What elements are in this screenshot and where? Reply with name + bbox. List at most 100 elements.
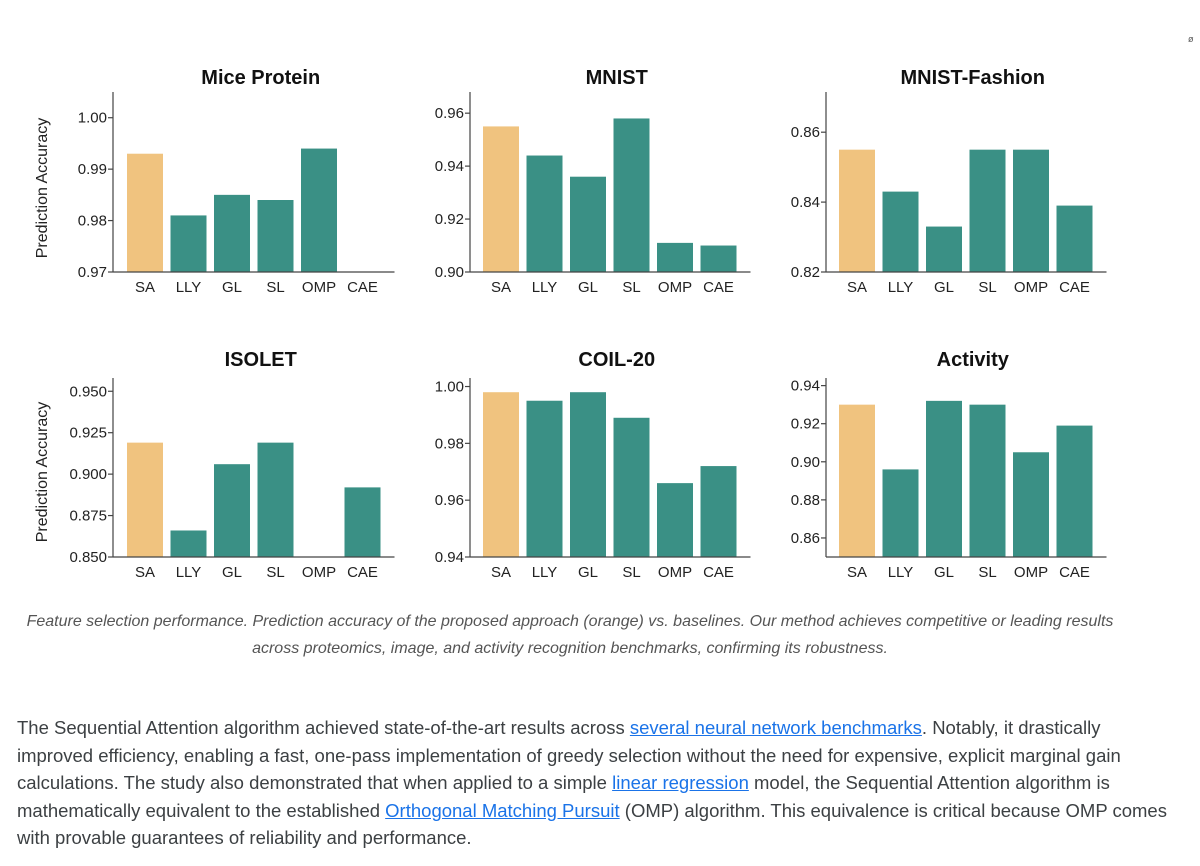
x-tick-label: GL [578,564,598,581]
link-orthogonal-matching-pursuit[interactable]: Orthogonal Matching Pursuit [385,799,620,821]
x-tick-label: SA [135,279,155,296]
bar-sl [969,149,1006,272]
x-tick-label: LLY [176,279,202,296]
x-tick-label: GL [934,564,954,581]
y-tick-label: 0.92 [791,416,820,433]
link-linear-regression[interactable]: linear regression [612,772,749,793]
x-tick-label: LLY [888,279,914,296]
y-tick-label: 0.90 [791,454,820,471]
x-tick-label: GL [222,279,242,296]
x-tick-label: SL [622,564,640,581]
x-tick-label: GL [222,564,242,581]
y-tick-label: 0.850 [69,549,107,566]
x-tick-label: SA [491,564,511,581]
x-tick-label: SA [135,564,155,581]
chart-title: ISOLET [225,349,297,371]
bar-omp [657,242,693,272]
bar-cae [1056,425,1093,557]
y-tick-label: 0.98 [78,213,107,230]
y-tick-label: 0.96 [435,105,464,122]
y-tick-label: 0.98 [435,435,464,452]
bar-sl [613,118,650,273]
x-tick-label: OMP [658,279,692,296]
x-tick-label: SL [266,279,284,296]
x-tick-label: CAE [1059,564,1090,581]
x-tick-label: LLY [532,279,558,296]
chart-title: MNIST [586,67,648,89]
body-text-2: . Notably, it drastically improved effic… [17,717,1121,793]
bar-gl [570,392,606,557]
bar-lly [882,191,919,272]
x-tick-label: OMP [302,279,336,296]
x-tick-label: OMP [302,564,336,581]
bar-sa [483,392,519,557]
bar-sa [839,149,875,272]
y-tick-label: 0.900 [69,466,107,483]
x-tick-label: OMP [1014,564,1048,581]
bar-omp [657,483,693,557]
y-tick-label: 1.00 [78,110,107,127]
bar-omp [1013,452,1049,557]
y-tick-label: 0.925 [69,425,107,442]
bar-cae [344,487,381,557]
x-tick-label: SL [978,279,996,296]
chart-mice-protein: Mice Protein Prediction Accuracy 0.97 0.98 0… [34,67,395,296]
x-tick-label: OMP [1014,279,1048,296]
chart-activity: Activity 0.86 0.88 0.90 0.92 0.94 SA LLY GL SL OMP… [791,349,1107,581]
link-neural-network-benchmarks[interactable]: several neural network benchmarks [629,717,922,738]
bar-sl [257,442,294,557]
y-tick-label: 0.86 [791,530,820,547]
bar-lly [170,215,207,272]
x-tick-label: CAE [1059,279,1090,296]
chart-title: Activity [937,349,1010,371]
bar-lly [526,400,563,557]
bar-omp [301,148,337,272]
figure-caption: Feature selection performance. Predictio… [26,613,1114,657]
x-tick-label: OMP [658,564,692,581]
x-tick-label: GL [578,279,598,296]
corner-glyph: ø [1188,34,1194,44]
bar-cae [1056,205,1093,272]
bar-gl [214,194,250,272]
charts-figure: Mice Protein Prediction Accuracy 0.97 0.98 0… [34,67,1107,581]
body-text-4: (OMP) algorithm. This equivalence is cri… [17,799,1167,849]
body-paragraph: The Sequential Attention algorithm achie… [17,714,1177,852]
y-tick-label: 0.88 [791,492,820,509]
y-tick-label: 0.94 [435,158,464,175]
y-axis-label: Prediction Accuracy [34,118,51,259]
y-tick-label: 0.99 [78,161,107,178]
bar-gl [570,176,606,272]
x-tick-label: SL [978,564,996,581]
bar-sa [839,404,875,557]
bar-lly [170,530,207,557]
y-tick-label: 0.875 [69,508,107,525]
y-tick-label: 0.96 [435,492,464,509]
y-tick-label: 0.86 [791,124,820,141]
bar-sl [613,417,650,557]
chart-mnist: MNIST 0.90 0.92 0.94 0.96 SA LLY GL SL OMP CAE [435,67,751,296]
y-tick-label: 0.90 [435,264,464,281]
x-tick-label: CAE [703,564,734,581]
y-tick-label: 0.82 [791,264,820,281]
y-axis-label: Prediction Accuracy [34,402,51,543]
x-tick-label: SA [847,564,867,581]
bar-sl [257,200,294,272]
bar-gl [926,226,962,272]
bar-omp [1013,149,1049,272]
bar-sa [127,153,163,272]
x-tick-label: SL [266,564,284,581]
bar-lly [526,155,563,272]
bar-gl [926,400,962,557]
bar-gl [214,464,250,557]
x-tick-label: SL [622,279,640,296]
x-tick-label: LLY [532,564,558,581]
bar-sa [127,442,163,557]
y-tick-label: 0.950 [69,383,107,400]
chart-isolet: ISOLET Prediction Accuracy 0.850 0.875 0.900… [34,349,395,581]
x-tick-label: CAE [703,279,734,296]
y-tick-label: 0.94 [435,549,464,566]
y-tick-label: 0.92 [435,211,464,228]
y-tick-label: 0.97 [78,264,107,281]
y-tick-label: 0.94 [791,378,820,395]
chart-coil-20: COIL-20 0.94 0.96 0.98 1.00 SA LLY GL SL OMP CAE [435,349,751,581]
